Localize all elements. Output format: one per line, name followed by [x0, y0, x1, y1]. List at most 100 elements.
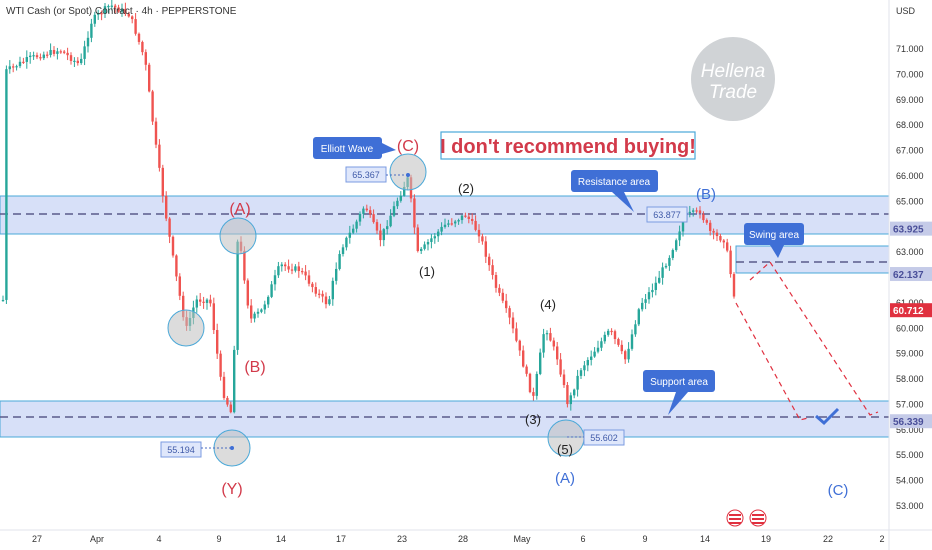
- svg-text:65.367: 65.367: [352, 170, 380, 180]
- candle: [688, 205, 691, 218]
- candle: [678, 225, 681, 247]
- swing-area-callout: Swing area: [744, 223, 804, 258]
- projection-paths: [735, 261, 879, 421]
- candle: [692, 208, 695, 217]
- candle: [440, 222, 443, 236]
- candle: [35, 52, 39, 60]
- candle: [120, 3, 124, 17]
- candle: [355, 219, 358, 233]
- wave-markers: [167, 153, 585, 467]
- time-label-4: 4: [156, 534, 161, 544]
- candle: [39, 53, 42, 61]
- candle: [321, 290, 324, 303]
- time-label-14: 14: [276, 534, 286, 544]
- candle: [216, 323, 219, 359]
- candle: [229, 401, 232, 414]
- candle: [29, 52, 32, 64]
- candle: [294, 264, 297, 273]
- candle: [661, 262, 664, 285]
- candle: [301, 267, 304, 275]
- candle: [647, 287, 651, 304]
- candle: [273, 269, 277, 291]
- candle: [297, 261, 300, 278]
- candle: [719, 233, 722, 243]
- candle: [569, 392, 572, 411]
- candle: [593, 347, 596, 358]
- marker-C: [389, 153, 427, 191]
- hellena-trade-watermark: Hellena Trade: [691, 37, 775, 121]
- candle: [590, 350, 593, 366]
- wave-C-blue: (C): [828, 482, 849, 499]
- candle: [195, 295, 198, 313]
- candle: [199, 293, 202, 306]
- candle: [372, 209, 375, 224]
- candle: [134, 13, 137, 36]
- candle: [729, 245, 732, 278]
- candle: [481, 233, 484, 245]
- resistance-area-callout: Resistance area: [571, 170, 658, 212]
- time-label-6: 6: [580, 534, 585, 544]
- price-tick-56.000: 56.000: [896, 425, 924, 435]
- price-badge-60.712: 60.712: [890, 303, 932, 318]
- us-flag-icon-2[interactable]: [749, 509, 767, 527]
- price-badge-62.137: 62.137: [890, 267, 932, 282]
- candle: [702, 211, 705, 223]
- candle: [124, 2, 127, 17]
- target-check-icon: [815, 407, 840, 426]
- price-tick-53.000: 53.000: [896, 501, 924, 511]
- time-label-22: 22: [823, 534, 833, 544]
- candle: [335, 262, 338, 285]
- candle: [630, 329, 634, 351]
- time-axis[interactable]: 27 Apr 4 9 14 17 23 28 May 6 9 14 19 22 2: [0, 509, 932, 544]
- wave-5: (5): [557, 442, 573, 457]
- candle: [515, 322, 518, 343]
- price-tick-58.000: 58.000: [896, 374, 924, 384]
- candle: [219, 350, 222, 381]
- candle: [528, 372, 532, 394]
- candle: [654, 276, 657, 296]
- wave-B-blue: (B): [696, 186, 716, 203]
- wave-B-red: (B): [244, 359, 265, 376]
- candle: [1, 295, 5, 302]
- candle: [32, 51, 35, 60]
- candle: [420, 246, 423, 254]
- candle: [573, 388, 576, 399]
- time-label-9: 9: [216, 534, 221, 544]
- candle: [93, 11, 96, 27]
- price-tick-61.000: 61.000: [896, 298, 924, 308]
- time-label-May: May: [513, 534, 531, 544]
- us-flag-icon[interactable]: [726, 509, 744, 527]
- candle: [389, 209, 392, 228]
- candle: [620, 340, 623, 355]
- swing-zone: [735, 245, 890, 274]
- candle: [202, 296, 205, 309]
- candle: [610, 328, 613, 336]
- candle: [331, 277, 334, 306]
- candle: [545, 330, 549, 341]
- candle: [253, 311, 256, 323]
- candle: [114, 3, 117, 14]
- price-axis[interactable]: USD 71.000 70.000 69.000 68.000 67.000 66.000…: [888, 0, 932, 550]
- candle: [284, 262, 287, 272]
- candle: [698, 206, 702, 219]
- svg-text:55.194: 55.194: [167, 445, 195, 455]
- candle: [365, 204, 368, 212]
- candle: [467, 212, 470, 224]
- candle: [131, 15, 134, 24]
- candle: [148, 62, 151, 93]
- candle: [447, 219, 450, 228]
- symbol-title[interactable]: WTI Cash (or Spot) Contract · 4h · PEPPE…: [6, 6, 237, 17]
- support-zone: [0, 400, 890, 438]
- candle: [358, 211, 362, 226]
- candle: [212, 297, 215, 335]
- candle: [267, 295, 270, 308]
- candle: [348, 225, 351, 244]
- candle: [484, 236, 487, 263]
- candle: [280, 262, 283, 272]
- candle: [437, 229, 440, 242]
- time-label-9: 9: [642, 534, 647, 544]
- price-label-55602: 55.602: [567, 429, 625, 446]
- price-tick-66.000: 66.000: [896, 171, 924, 181]
- svg-text:56.339: 56.339: [893, 417, 924, 428]
